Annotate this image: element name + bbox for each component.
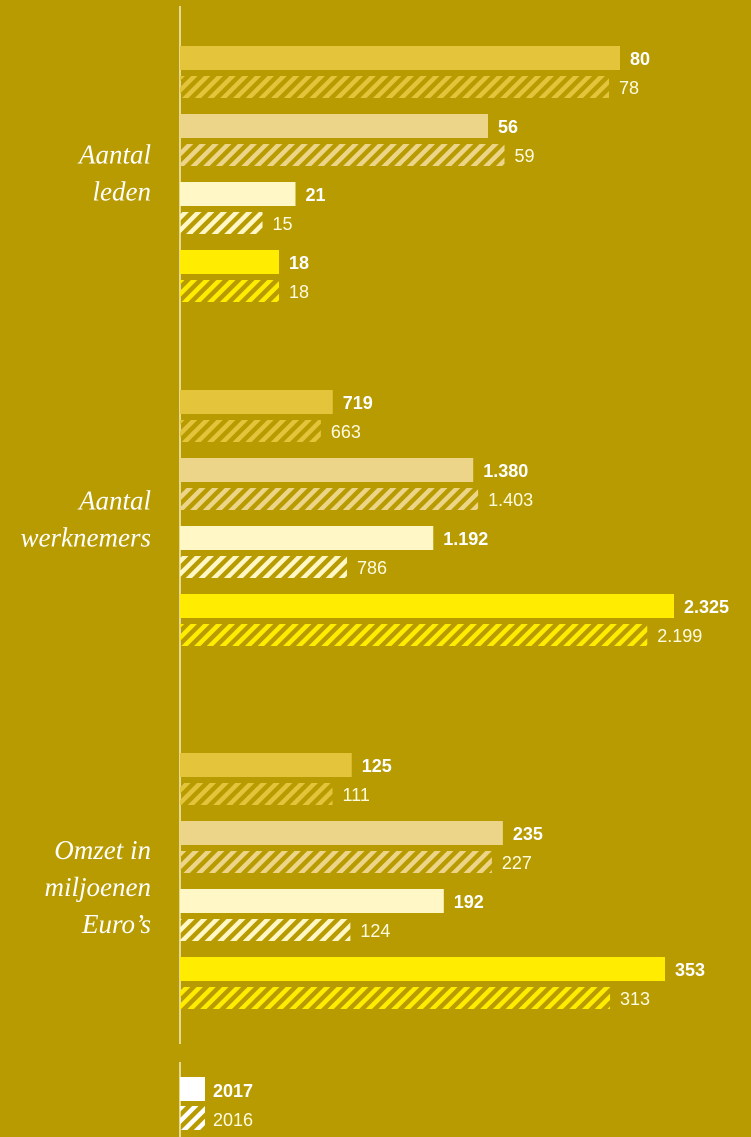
bar-2017 [180, 594, 674, 618]
group-label-line: leden [93, 177, 151, 207]
bar-2017 [180, 821, 503, 845]
bar-2016 [180, 420, 321, 442]
bar-2017 [180, 458, 474, 482]
data-label-2017: 1.380 [483, 461, 528, 481]
group-label-line: miljoenen [45, 872, 151, 902]
data-label-2016: 15 [273, 214, 293, 234]
bar-2016 [180, 783, 333, 805]
legend-swatch-2017 [180, 1077, 205, 1101]
bar-group: Aantal leden 80 78 56 59 21 15 18 18 [77, 46, 650, 302]
bar-2016 [180, 76, 609, 98]
data-label-2016: 18 [289, 282, 309, 302]
bar-group: Omzet in miljoenen Euro’s 125 111 235 227 192 12… [45, 753, 705, 1009]
bar-2016 [180, 624, 648, 646]
bar-2017 [180, 957, 665, 981]
bar-2016 [180, 987, 611, 1009]
data-label-2017: 2.325 [684, 597, 729, 617]
bar-2016 [180, 556, 348, 578]
data-label-2016: 111 [343, 785, 370, 805]
data-label-2017: 719 [343, 393, 373, 413]
bar-2017 [180, 250, 279, 274]
bar-2017 [180, 753, 352, 777]
data-label-2016: 227 [502, 853, 532, 873]
data-label-2016: 1.403 [488, 490, 533, 510]
data-label-2017: 192 [454, 892, 484, 912]
data-label-2016: 786 [357, 558, 387, 578]
data-label-2017: 1.192 [443, 529, 488, 549]
bar-2017 [180, 526, 434, 550]
legend: 2017 2016 [179, 1062, 253, 1137]
data-label-2017: 353 [675, 960, 705, 980]
bar-2017 [180, 46, 620, 70]
data-label-2017: 18 [289, 253, 309, 273]
bar-2016 [180, 919, 351, 941]
bar-2016 [180, 212, 263, 234]
data-label-2017: 235 [513, 824, 543, 844]
bar-2017 [180, 889, 444, 913]
bar-2017 [180, 114, 488, 138]
data-label-2016: 663 [331, 422, 361, 442]
data-label-2017: 56 [498, 117, 518, 137]
data-label-2016: 313 [620, 989, 650, 1009]
data-label-2016: 59 [515, 146, 535, 166]
group-label-line: Aantal [77, 486, 151, 516]
bar-2017 [180, 182, 296, 206]
bar-2016 [180, 851, 492, 873]
bar-2016 [180, 280, 279, 302]
data-label-2017: 125 [362, 756, 392, 776]
bar-2016 [180, 144, 505, 166]
legend-swatch-2016 [180, 1106, 205, 1130]
group-label-line: Euro’s [81, 909, 151, 939]
bar-2017 [180, 390, 333, 414]
data-label-2016: 2.199 [657, 626, 702, 646]
group-label-line: Omzet in [54, 835, 151, 865]
data-label-2016: 78 [619, 78, 639, 98]
bar-2016 [180, 488, 479, 510]
group-label-line: werknemers [21, 523, 151, 553]
data-label-2017: 21 [306, 185, 326, 205]
legend-label-2017: 2017 [213, 1081, 253, 1101]
legend-label-2016: 2016 [213, 1110, 253, 1130]
data-label-2016: 124 [360, 921, 390, 941]
data-label-2017: 80 [630, 49, 650, 69]
group-label-line: Aantal [77, 140, 151, 170]
